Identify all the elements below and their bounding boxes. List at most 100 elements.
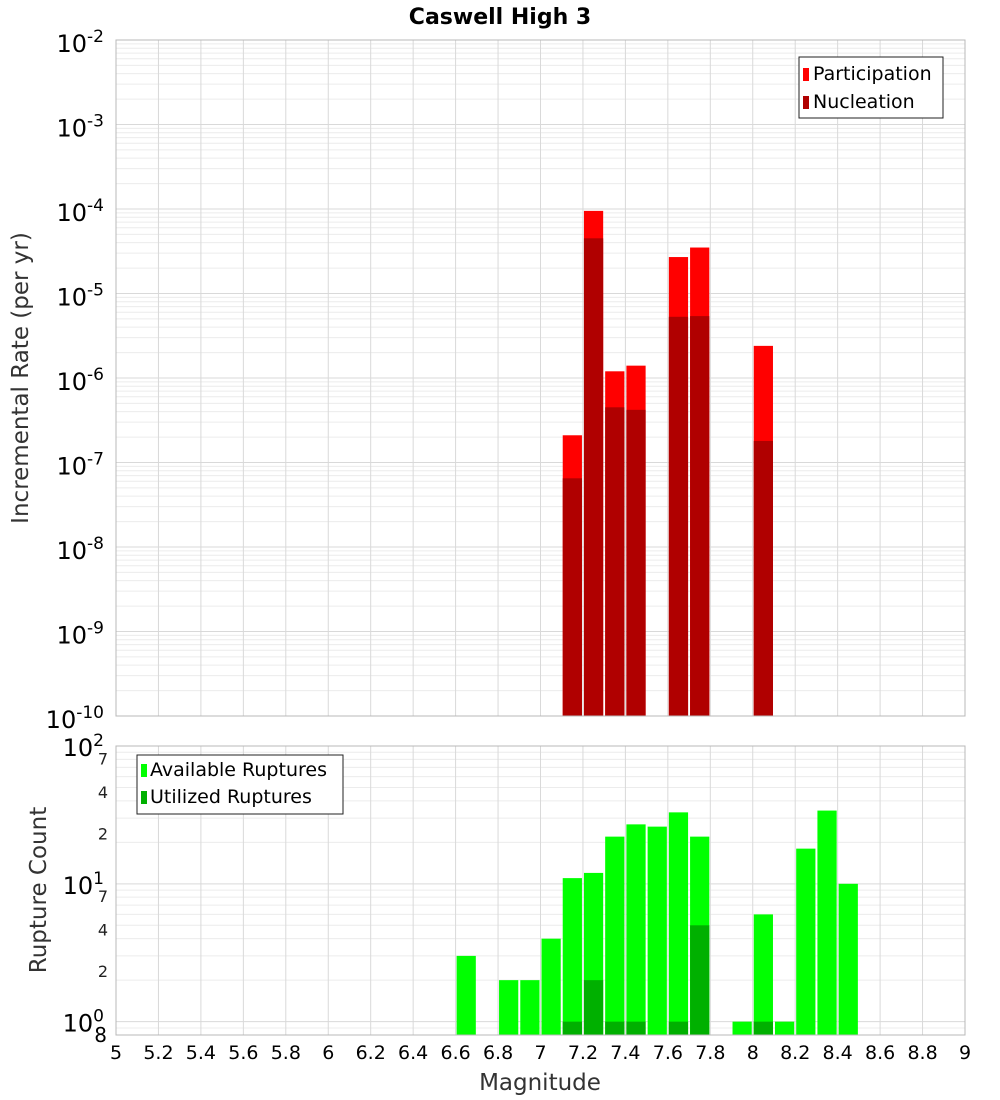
tick-label-base: 10: [57, 622, 88, 650]
x-tick-label: 8.4: [823, 1042, 853, 1064]
x-tick-label: 5.8: [271, 1042, 301, 1064]
x-tick-label: 5.2: [143, 1042, 173, 1064]
utilized-ruptures-bar: [753, 1021, 773, 1035]
available-ruptures-bar: [541, 938, 561, 1035]
tick-label-base: 10: [63, 872, 94, 900]
available-ruptures-bar: [562, 878, 582, 1035]
x-axis-label: Magnitude: [479, 1070, 601, 1096]
nucleation-bar: [605, 407, 625, 716]
chart-title: Caswell High 3: [409, 5, 591, 30]
tick-label-base: 10: [57, 199, 88, 227]
available-ruptures-bar: [817, 810, 837, 1035]
x-tick-label: 8: [747, 1042, 759, 1064]
utilized-ruptures-bar: [690, 925, 710, 1035]
tick-label-base: 10: [63, 734, 94, 762]
nucleation-bar: [690, 316, 710, 716]
utilized-ruptures-bar: [668, 1021, 689, 1035]
tick-label-base: 10: [57, 368, 88, 396]
nucleation-bars: [562, 238, 773, 717]
y-minor-tick-label: 2: [98, 962, 108, 981]
x-tick-label: 6.6: [440, 1042, 470, 1064]
y-tick-label: 10-9: [57, 619, 105, 650]
x-tick-label: 6.4: [398, 1042, 428, 1064]
y-minor-tick-label: 2: [98, 824, 108, 843]
y-minor-tick-label: 7: [98, 749, 108, 768]
available-ruptures-bar: [456, 955, 476, 1035]
nucleation-bar: [626, 409, 646, 716]
available-ruptures-bar: [732, 1021, 752, 1035]
available-ruptures-bar: [605, 836, 625, 1035]
x-tick-label: 5.6: [228, 1042, 258, 1064]
available-ruptures-bar: [626, 824, 646, 1035]
nucleation-bar: [583, 238, 604, 717]
utilized-ruptures-bar: [583, 980, 604, 1035]
x-tick-label: 5.4: [186, 1042, 216, 1064]
tick-label-base: 10: [57, 115, 88, 143]
legend-swatch: [141, 764, 147, 777]
tick-label-exponent: -8: [87, 534, 104, 554]
x-tick-label: 7: [534, 1042, 546, 1064]
y-tick-label: 102: [63, 731, 104, 762]
x-tick-label: 6: [322, 1042, 334, 1064]
x-tick-label: 8.8: [907, 1042, 937, 1064]
y-tick-label: 10-4: [57, 196, 105, 227]
tick-label-exponent: 2: [93, 731, 104, 751]
nucleation-bar: [753, 440, 773, 716]
y-minor-tick-label: 7: [98, 887, 108, 906]
top-legend-box: [798, 56, 944, 119]
x-tick-label: 7.4: [610, 1042, 640, 1064]
top-plot-frame: [115, 39, 966, 717]
y-tick-label: 100: [63, 1007, 104, 1038]
x-tick-label: 8.2: [780, 1042, 810, 1064]
top-plot: 10-1010-910-810-710-610-510-410-310-2Par…: [46, 27, 966, 734]
available-ruptures-bar: [520, 980, 540, 1035]
tick-label-exponent: -5: [87, 281, 104, 301]
tick-label-exponent: -4: [87, 196, 104, 216]
tick-label-base: 10: [57, 30, 88, 58]
tick-label-exponent: 1: [93, 869, 104, 889]
x-tick-label: 6.8: [483, 1042, 513, 1064]
top-legend: Participation Nucleation: [798, 56, 944, 119]
tick-label-exponent: -3: [87, 112, 104, 132]
top-gridlines: [115, 39, 966, 717]
y-tick-label: 10-5: [57, 281, 105, 312]
y-tick-label: 101: [63, 869, 104, 900]
legend-label: Participation: [813, 63, 932, 85]
x-tick-label: 9: [959, 1042, 971, 1064]
tick-label-exponent: -10: [76, 703, 104, 723]
legend-swatch: [141, 791, 147, 804]
available-ruptures-bar: [753, 914, 773, 1035]
utilized-ruptures-bar: [626, 1021, 646, 1035]
tick-label-exponent: -6: [87, 365, 104, 385]
bottom-bars: [456, 810, 858, 1035]
nucleation-bar: [562, 478, 582, 716]
legend-label: Nucleation: [813, 91, 915, 113]
tick-label-exponent: 0: [93, 1007, 104, 1027]
legend-label: Available Ruptures: [150, 759, 327, 781]
tick-label-base: 10: [57, 284, 88, 312]
available-ruptures-bars: [456, 810, 858, 1035]
available-ruptures-bar: [647, 826, 667, 1035]
y-tick-label: 10-6: [57, 365, 105, 396]
legend-swatch: [803, 68, 809, 81]
tick-label-exponent: -7: [87, 450, 104, 470]
utilized-ruptures-bar: [562, 1021, 582, 1035]
available-ruptures-bar: [838, 883, 858, 1035]
bottom-plot-frame: [115, 745, 966, 1036]
bottom-legend: Available Ruptures Utilized Ruptures: [136, 754, 344, 815]
x-tick-label: 7.6: [653, 1042, 683, 1064]
available-ruptures-bar: [668, 812, 689, 1035]
available-ruptures-bar: [796, 848, 816, 1035]
bottom-legend-box: [136, 754, 344, 815]
x-tick-labels: 5 5.2 5.4 5.6 5.8 6 6.2 6.4 6.6 6.8 7 7.2 7.4 7.6 7.8 8…: [110, 1042, 971, 1064]
utilized-ruptures-bar: [605, 1021, 625, 1035]
y-tick-label: 10-7: [57, 450, 105, 481]
tick-label-base: 10: [46, 706, 77, 734]
y-minor-tick-label: 4: [98, 921, 108, 940]
top-bars: [562, 210, 773, 717]
y-bottom-tick-label: 8: [94, 1023, 107, 1047]
y-tick-label: 10-8: [57, 534, 105, 565]
x-tick-label: 7.2: [568, 1042, 598, 1064]
